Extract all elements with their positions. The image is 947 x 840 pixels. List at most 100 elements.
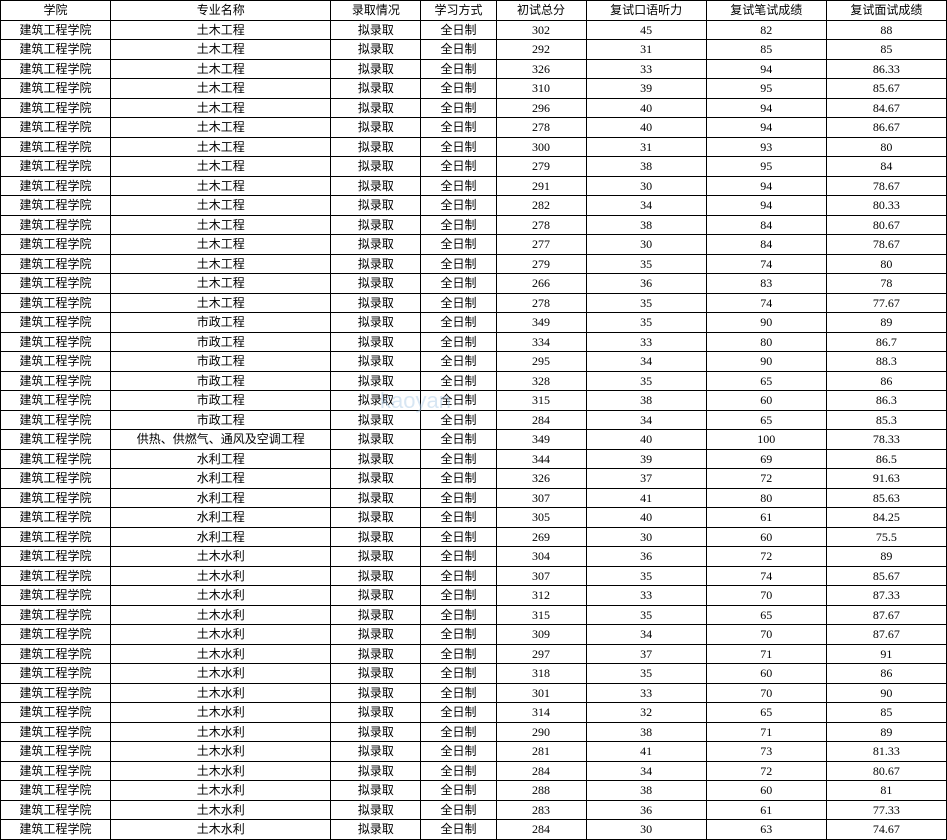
cell-study-mode: 全日制 — [421, 605, 496, 625]
cell-initial-score: 326 — [496, 59, 586, 79]
table-row: 建筑工程学院土木水利拟录取全日制304367289 — [1, 547, 947, 567]
cell-written-score: 94 — [706, 176, 826, 196]
cell-interview-score: 89 — [826, 722, 946, 742]
cell-written-score: 84 — [706, 235, 826, 255]
cell-major: 市政工程 — [111, 352, 331, 372]
cell-major: 土木工程 — [111, 118, 331, 138]
cell-oral-score: 31 — [586, 137, 706, 157]
cell-college: 建筑工程学院 — [1, 469, 111, 489]
cell-interview-score: 75.5 — [826, 527, 946, 547]
cell-major: 土木水利 — [111, 644, 331, 664]
cell-initial-score: 288 — [496, 781, 586, 801]
table-row: 建筑工程学院土木工程拟录取全日制326339486.33 — [1, 59, 947, 79]
cell-written-score: 60 — [706, 391, 826, 411]
cell-interview-score: 87.67 — [826, 605, 946, 625]
cell-college: 建筑工程学院 — [1, 508, 111, 528]
table-row: 建筑工程学院土木水利拟录取全日制290387189 — [1, 722, 947, 742]
cell-initial-score: 349 — [496, 430, 586, 450]
cell-interview-score: 85.63 — [826, 488, 946, 508]
table-row: 建筑工程学院土木工程拟录取全日制291309478.67 — [1, 176, 947, 196]
cell-interview-score: 86.67 — [826, 118, 946, 138]
cell-major: 市政工程 — [111, 313, 331, 333]
cell-initial-score: 269 — [496, 527, 586, 547]
cell-interview-score: 90 — [826, 683, 946, 703]
table-row: 建筑工程学院供热、供燃气、通风及空调工程拟录取全日制3494010078.33 — [1, 430, 947, 450]
cell-initial-score: 283 — [496, 800, 586, 820]
cell-initial-score: 279 — [496, 157, 586, 177]
cell-oral-score: 33 — [586, 683, 706, 703]
cell-written-score: 70 — [706, 625, 826, 645]
cell-study-mode: 全日制 — [421, 137, 496, 157]
cell-written-score: 94 — [706, 118, 826, 138]
cell-oral-score: 40 — [586, 118, 706, 138]
cell-oral-score: 34 — [586, 761, 706, 781]
cell-college: 建筑工程学院 — [1, 20, 111, 40]
cell-college: 建筑工程学院 — [1, 137, 111, 157]
cell-initial-score: 278 — [496, 118, 586, 138]
cell-major: 土木工程 — [111, 274, 331, 294]
cell-written-score: 74 — [706, 254, 826, 274]
cell-study-mode: 全日制 — [421, 644, 496, 664]
cell-college: 建筑工程学院 — [1, 527, 111, 547]
cell-college: 建筑工程学院 — [1, 352, 111, 372]
cell-major: 土木工程 — [111, 176, 331, 196]
cell-admission: 拟录取 — [331, 20, 421, 40]
table-row: 建筑工程学院土木水利拟录取全日制281417381.33 — [1, 742, 947, 762]
cell-interview-score: 85 — [826, 40, 946, 60]
table-row: 建筑工程学院土木工程拟录取全日制278388480.67 — [1, 215, 947, 235]
table-row: 建筑工程学院土木水利拟录取全日制284347280.67 — [1, 761, 947, 781]
cell-interview-score: 85.67 — [826, 566, 946, 586]
cell-oral-score: 37 — [586, 469, 706, 489]
cell-initial-score: 297 — [496, 644, 586, 664]
cell-college: 建筑工程学院 — [1, 605, 111, 625]
cell-initial-score: 315 — [496, 391, 586, 411]
cell-initial-score: 301 — [496, 683, 586, 703]
cell-written-score: 60 — [706, 664, 826, 684]
cell-admission: 拟录取 — [331, 527, 421, 547]
cell-interview-score: 86 — [826, 664, 946, 684]
cell-written-score: 72 — [706, 469, 826, 489]
cell-study-mode: 全日制 — [421, 761, 496, 781]
cell-major: 土木水利 — [111, 566, 331, 586]
cell-study-mode: 全日制 — [421, 566, 496, 586]
cell-major: 土木水利 — [111, 664, 331, 684]
cell-major: 市政工程 — [111, 410, 331, 430]
cell-major: 土木工程 — [111, 79, 331, 99]
cell-oral-score: 37 — [586, 644, 706, 664]
cell-initial-score: 314 — [496, 703, 586, 723]
cell-written-score: 72 — [706, 547, 826, 567]
cell-written-score: 60 — [706, 527, 826, 547]
cell-major: 土木水利 — [111, 703, 331, 723]
cell-study-mode: 全日制 — [421, 469, 496, 489]
header-initial-score: 初试总分 — [496, 1, 586, 21]
cell-oral-score: 30 — [586, 176, 706, 196]
cell-initial-score: 318 — [496, 664, 586, 684]
table-row: 建筑工程学院市政工程拟录取全日制295349088.3 — [1, 352, 947, 372]
table-row: 建筑工程学院水利工程拟录取全日制305406184.25 — [1, 508, 947, 528]
table-row: 建筑工程学院土木水利拟录取全日制307357485.67 — [1, 566, 947, 586]
cell-admission: 拟录取 — [331, 352, 421, 372]
cell-written-score: 90 — [706, 352, 826, 372]
header-study-mode: 学习方式 — [421, 1, 496, 21]
cell-initial-score: 279 — [496, 254, 586, 274]
table-container: kaoyan 学院 专业名称 录取情况 学习方式 初试总分 复试口语听力 复试笔… — [0, 0, 947, 840]
table-row: 建筑工程学院土木工程拟录取全日制277308478.67 — [1, 235, 947, 255]
cell-interview-score: 86.3 — [826, 391, 946, 411]
table-row: 建筑工程学院土木工程拟录取全日制310399585.67 — [1, 79, 947, 99]
table-row: 建筑工程学院土木水利拟录取全日制312337087.33 — [1, 586, 947, 606]
cell-interview-score: 87.33 — [826, 586, 946, 606]
cell-study-mode: 全日制 — [421, 235, 496, 255]
table-row: 建筑工程学院土木水利拟录取全日制309347087.67 — [1, 625, 947, 645]
cell-study-mode: 全日制 — [421, 196, 496, 216]
cell-interview-score: 88 — [826, 20, 946, 40]
cell-study-mode: 全日制 — [421, 98, 496, 118]
cell-initial-score: 296 — [496, 98, 586, 118]
cell-initial-score: 304 — [496, 547, 586, 567]
cell-major: 市政工程 — [111, 371, 331, 391]
header-major: 专业名称 — [111, 1, 331, 21]
cell-initial-score: 284 — [496, 410, 586, 430]
cell-initial-score: 328 — [496, 371, 586, 391]
cell-oral-score: 34 — [586, 625, 706, 645]
cell-initial-score: 307 — [496, 488, 586, 508]
cell-oral-score: 30 — [586, 820, 706, 840]
